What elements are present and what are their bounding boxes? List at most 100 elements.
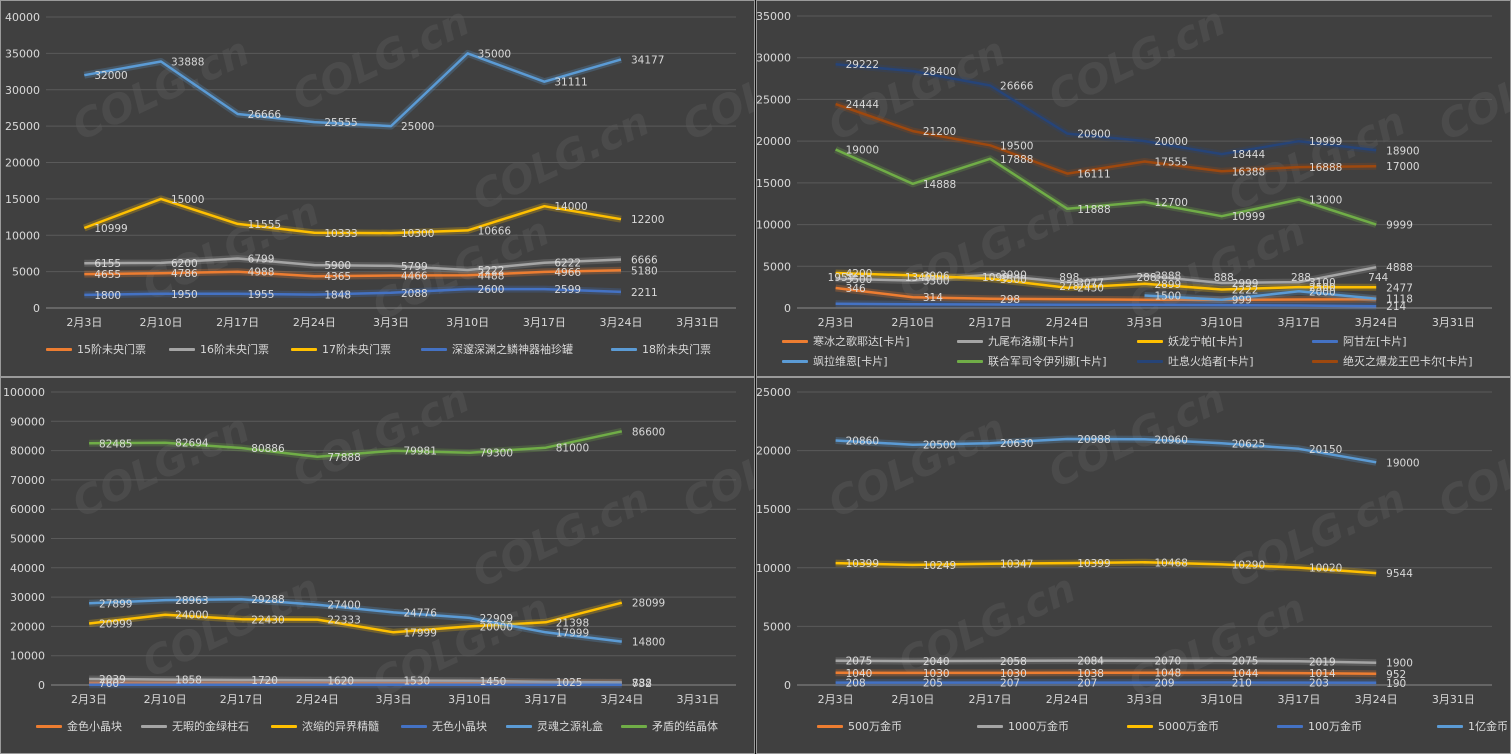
data-label: 18900	[1386, 145, 1419, 157]
y-tick-label: 40000	[10, 562, 45, 575]
legend-label: 联合军司令伊列娜[卡片]	[988, 355, 1107, 368]
y-tick-label: 90000	[10, 415, 45, 428]
data-label: 2600	[478, 284, 505, 296]
data-label: 21200	[923, 126, 956, 138]
legend-item: 绝灭之爆龙王巴卡尔[卡片]	[1312, 353, 1473, 369]
legend-item: 5000万金币	[1127, 718, 1219, 734]
data-label: 1038	[1077, 668, 1104, 680]
legend-swatch	[421, 347, 447, 351]
legend-3: 500万金币 1000万金币 5000万金币 100万金币 1亿金币	[757, 718, 1510, 738]
data-label: 1450	[480, 676, 507, 688]
y-tick-label: 5000	[12, 266, 40, 279]
data-label: 2084	[1077, 656, 1104, 668]
data-label: 4655	[94, 269, 121, 281]
data-label: 2019	[1309, 656, 1336, 668]
chart-panel-top-left: COLG.cn COLG.cn COLG.cn COLG.cn COLG.cn COLG.…	[0, 0, 755, 377]
legend-item: 500万金币	[817, 718, 902, 734]
watermark-text: COLG.cn	[1122, 585, 1313, 707]
legend-item: 灵魂之源礼盒	[506, 718, 603, 734]
x-tick-label: 3月31日	[1432, 316, 1475, 329]
legend-item: 飒拉维恩[卡片]	[782, 353, 888, 369]
x-tick-label: 3月24日	[600, 693, 643, 706]
legend-swatch	[291, 347, 317, 351]
legend-label: 寒冰之歌耶达[卡片]	[813, 335, 910, 348]
data-label: 27400	[327, 600, 360, 612]
x-tick-label: 3月3日	[1127, 316, 1163, 329]
legend-item: 吐息火焰者[卡片]	[1137, 353, 1254, 369]
series-line	[835, 561, 1377, 575]
y-tick-label: 25000	[757, 93, 791, 106]
data-label: 2477	[1386, 282, 1413, 294]
legend-swatch	[1312, 339, 1338, 343]
data-label: 10300	[401, 228, 434, 240]
legend-item: 18阶未央门票	[611, 341, 711, 357]
data-label: 1030	[923, 668, 950, 680]
data-label: 12200	[631, 214, 664, 226]
x-tick-label: 2月17日	[969, 316, 1012, 329]
data-label: 20960	[1155, 434, 1188, 446]
data-label: 29222	[846, 59, 879, 71]
legend-label: 500万金币	[848, 720, 902, 733]
data-label: 17999	[404, 627, 437, 639]
x-tick-label: 3月17日	[1277, 693, 1320, 706]
series-line	[1144, 290, 1377, 301]
legend-label: 无暇的金绿柱石	[172, 720, 249, 733]
y-tick-label: 50000	[10, 533, 45, 546]
legend-swatch	[957, 339, 983, 343]
data-label: 952	[1386, 669, 1406, 681]
data-label: 1044	[1232, 668, 1259, 680]
data-label: 2070	[1155, 656, 1182, 668]
series-line	[835, 62, 1377, 156]
legend-swatch	[782, 359, 808, 363]
data-label: 20900	[1077, 129, 1110, 141]
watermark-text: COLG.cn	[1042, 1, 1233, 120]
data-label: 81000	[556, 443, 589, 455]
data-label: 24776	[404, 607, 438, 619]
series-line	[89, 597, 622, 643]
data-label: 6666	[631, 255, 658, 267]
series-line	[84, 287, 622, 297]
y-tick-label: 30000	[757, 52, 791, 65]
data-label: 210	[1232, 678, 1252, 690]
y-tick-label: 5000	[763, 620, 791, 633]
legend-item: 100万金币	[1277, 718, 1362, 734]
data-label: 14800	[632, 637, 665, 649]
data-label: 10333	[324, 228, 357, 240]
data-label: 3100	[1309, 277, 1336, 289]
legend-label: 16阶未央门票	[200, 343, 269, 356]
data-label: 1800	[94, 290, 121, 302]
data-label: 207	[1077, 678, 1097, 690]
x-tick-label: 3月3日	[1127, 693, 1163, 706]
data-label: 16888	[1309, 162, 1342, 174]
data-label: 1030	[1000, 668, 1027, 680]
y-tick-label: 20000	[757, 135, 791, 148]
series-line	[835, 102, 1377, 175]
x-tick-label: 3月17日	[524, 693, 567, 706]
watermark-text: COLG.cn	[892, 188, 1083, 310]
data-label: 2075	[846, 656, 873, 668]
data-label: 288	[1291, 272, 1311, 284]
legend-item: 阿甘左[卡片]	[1312, 333, 1407, 349]
data-label: 278	[1059, 281, 1079, 293]
data-label: 9544	[1386, 568, 1413, 580]
x-tick-label: 2月17日	[969, 693, 1012, 706]
data-label: 20500	[923, 440, 956, 452]
legend-swatch	[1277, 724, 1303, 728]
data-label: 1025	[556, 677, 583, 689]
data-label: 79981	[404, 446, 437, 458]
x-tick-label: 3月10日	[448, 693, 491, 706]
data-label: 1620	[327, 675, 354, 687]
data-label: 6222	[554, 258, 581, 270]
data-label: 1955	[248, 289, 275, 301]
data-label: 20000	[480, 621, 513, 633]
data-label: 3906	[923, 270, 950, 282]
legend-swatch	[957, 359, 983, 363]
legend-item: 16阶未央门票	[169, 341, 269, 357]
data-label: 25000	[401, 121, 434, 133]
legend-item: 寒冰之歌耶达[卡片]	[782, 333, 910, 349]
data-label: 1340	[905, 272, 932, 284]
data-label: 2040	[923, 656, 950, 668]
y-tick-label: 35000	[5, 47, 40, 60]
data-label: 77888	[327, 452, 360, 464]
data-label: 28400	[923, 66, 956, 78]
